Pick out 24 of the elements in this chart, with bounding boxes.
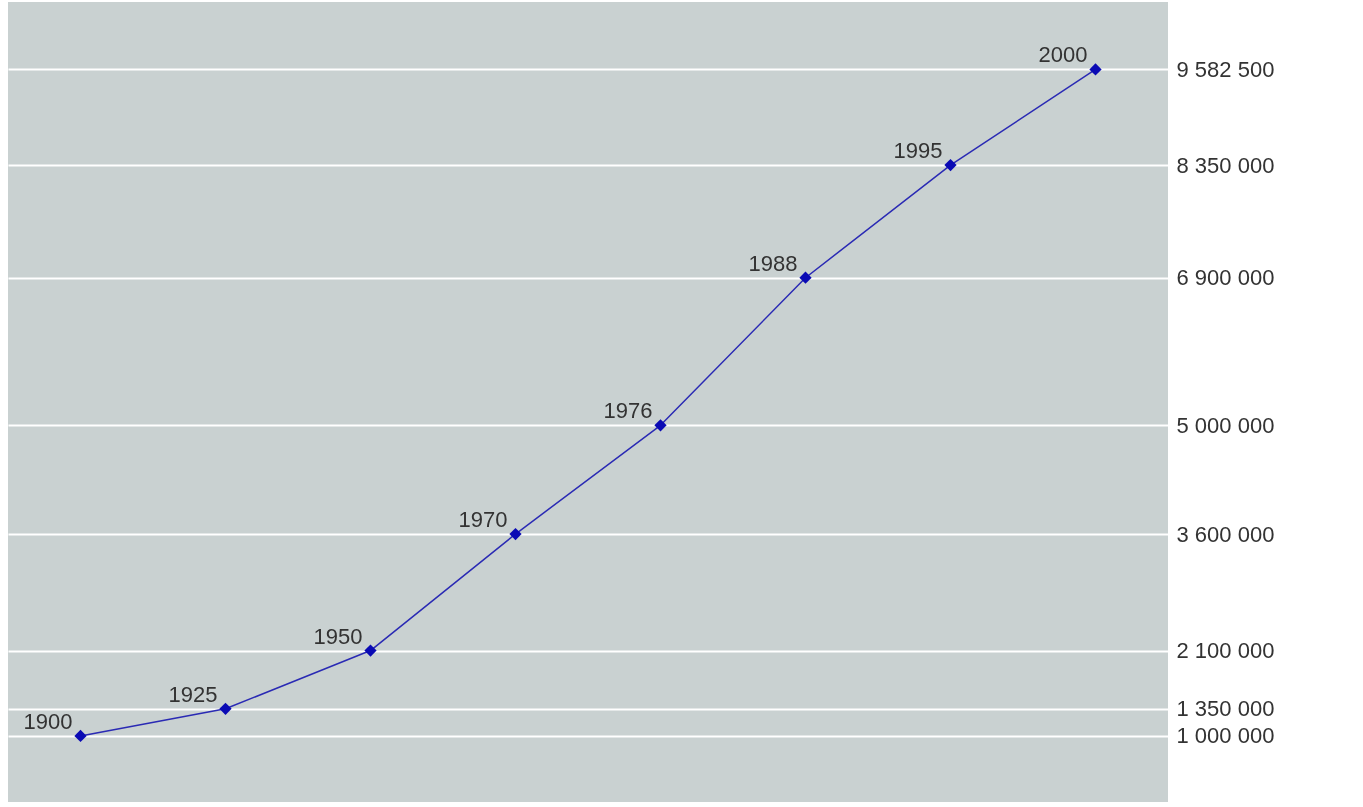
y-tick-label: 8 350 000 [1176, 152, 1275, 178]
x-tick-label: 2000 [1038, 42, 1088, 68]
x-tick-label: 1976 [603, 398, 653, 424]
x-tick-label: 1970 [458, 507, 508, 533]
point [74, 729, 87, 743]
x-tick-label: 1900 [23, 708, 73, 734]
point [799, 271, 812, 284]
x-tick-label: 1950 [313, 623, 363, 649]
y-tick-label: 2 100 000 [1176, 638, 1275, 664]
x-tick-label: 1995 [893, 138, 943, 164]
point [944, 158, 957, 172]
x-tick-label: 1925 [168, 681, 218, 707]
y-tick-label: 6 900 000 [1176, 265, 1275, 291]
point [509, 527, 522, 541]
x-tick-label: 1988 [748, 250, 798, 276]
y-tick-label: 5 000 000 [1176, 412, 1275, 438]
y-tick-label: 1 350 000 [1176, 696, 1275, 722]
y-tick-label: 9 582 500 [1176, 56, 1275, 82]
y-tick-label: 1 000 000 [1176, 723, 1275, 749]
point [654, 419, 667, 432]
y-tick-label: 3 600 000 [1176, 521, 1275, 547]
point [364, 644, 377, 657]
point [1089, 63, 1102, 76]
point [219, 702, 232, 715]
